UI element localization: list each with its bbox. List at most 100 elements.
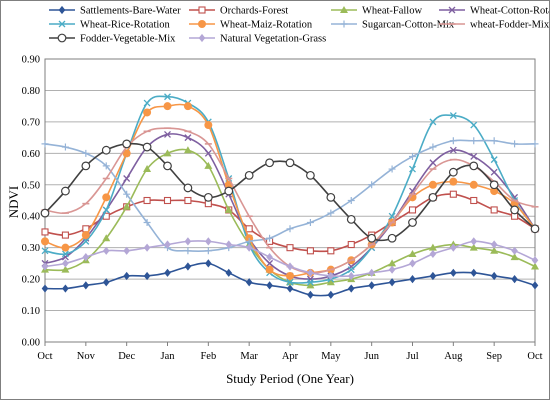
- data-point: [245, 243, 253, 252]
- data-point: [409, 165, 416, 173]
- data-point: [531, 256, 539, 265]
- data-point: [163, 161, 172, 171]
- data-point: [409, 152, 416, 160]
- legend-label: Wheat-Rice-Rotation: [80, 20, 171, 31]
- data-point: [164, 240, 171, 249]
- data-point: [388, 212, 396, 220]
- data-point: [142, 142, 152, 152]
- data-point: [203, 192, 213, 202]
- data-point: [102, 206, 110, 214]
- data-point: [326, 192, 336, 202]
- data-point: [82, 281, 90, 290]
- data-point: [306, 281, 315, 289]
- data-point: [61, 265, 70, 273]
- y-tick-label: 0.30: [22, 243, 40, 254]
- data-point: [164, 131, 171, 138]
- data-point: [409, 187, 416, 195]
- data-point: [61, 143, 69, 151]
- x-tick-label: Nov: [77, 351, 96, 362]
- data-point: [409, 275, 416, 284]
- data-point: [41, 140, 49, 148]
- data-point: [368, 268, 375, 277]
- data-point: [123, 246, 130, 255]
- data-point: [429, 249, 437, 259]
- data-point: [265, 158, 274, 168]
- data-point: [62, 284, 69, 293]
- data-point: [450, 268, 457, 277]
- data-point: [531, 140, 539, 148]
- data-point: [531, 262, 539, 270]
- data-point: [530, 224, 540, 234]
- data-point: [347, 240, 355, 249]
- data-point: [266, 253, 273, 262]
- data-point: [408, 193, 417, 202]
- y-tick-label: 0.00: [22, 338, 40, 349]
- legend-label: Wheat-Maiz-Rotation: [220, 20, 313, 31]
- data-point: [429, 159, 437, 167]
- data-point: [347, 284, 355, 293]
- data-point: [184, 237, 192, 246]
- data-point: [428, 243, 437, 251]
- data-point: [61, 250, 69, 258]
- series-4: [41, 93, 539, 286]
- data-point: [448, 167, 458, 177]
- series-3: [41, 131, 539, 283]
- data-point: [429, 118, 437, 126]
- series-lines: [40, 93, 540, 299]
- data-point: [183, 146, 192, 154]
- data-point: [306, 278, 314, 286]
- legend-marker: [58, 20, 66, 28]
- data-point: [470, 121, 478, 129]
- data-point: [61, 243, 70, 252]
- data-point: [163, 102, 172, 111]
- data-point: [102, 234, 111, 242]
- data-point: [266, 259, 274, 267]
- data-point: [204, 161, 213, 169]
- data-point: [511, 246, 518, 255]
- legend-item: Wheat-Maiz-Rotation: [189, 20, 313, 31]
- data-point: [204, 247, 212, 255]
- data-point: [286, 271, 294, 280]
- data-point: [184, 247, 192, 255]
- data-point: [286, 278, 294, 286]
- data-point: [286, 244, 294, 252]
- data-point: [306, 170, 315, 180]
- data-point: [489, 180, 499, 190]
- data-point: [510, 205, 519, 215]
- plot-area-frame: [44, 58, 536, 343]
- data-point: [62, 259, 69, 268]
- data-point: [204, 121, 213, 130]
- x-tick-label: May: [321, 351, 341, 362]
- y-axis-title: NDVI: [6, 186, 21, 219]
- legend-marker: [58, 5, 66, 15]
- data-point: [469, 161, 479, 171]
- legend-item: Sattlements-Bare-Water: [49, 6, 181, 17]
- data-point: [511, 275, 518, 284]
- data-point: [368, 181, 376, 189]
- data-point: [244, 170, 254, 180]
- legend-label: Sugarcan-Cotton-Mix: [362, 20, 455, 31]
- data-point: [225, 240, 233, 249]
- data-point: [163, 196, 172, 205]
- data-point: [102, 246, 110, 255]
- y-tick-label: 0.50: [22, 180, 40, 191]
- legend-label: Natural Vegetation-Grass: [220, 34, 326, 45]
- data-point: [224, 186, 234, 196]
- data-point: [531, 281, 539, 290]
- data-point: [307, 268, 314, 277]
- data-point: [164, 93, 171, 101]
- data-point: [143, 196, 151, 205]
- data-point: [286, 262, 294, 271]
- x-tick-label: Mar: [240, 351, 258, 362]
- legend-item: wheat-Fodder-Mix: [439, 20, 549, 31]
- data-point: [286, 284, 294, 293]
- series-5: [41, 102, 539, 280]
- data-point: [184, 262, 192, 271]
- legend-marker: [340, 6, 348, 13]
- data-point: [408, 249, 417, 257]
- series-line: [44, 95, 536, 284]
- x-tick-label: Apr: [282, 351, 299, 362]
- y-tick-label: 0.70: [22, 117, 40, 128]
- data-point: [82, 253, 90, 262]
